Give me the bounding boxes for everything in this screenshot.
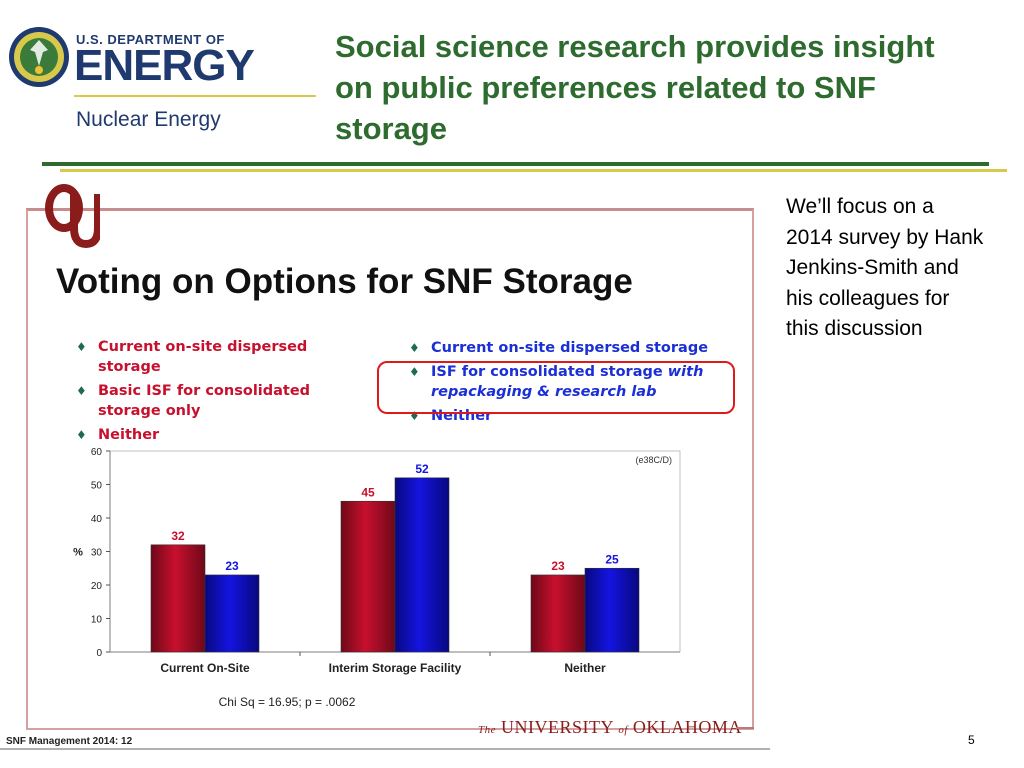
list-item: ♦ Current on-site dispersed storage [76,339,308,375]
data-label: 32 [171,529,185,543]
highlight-box [377,361,735,414]
left-option-list: ♦ Current on-site dispersed storage ♦ Basi… [72,337,322,449]
diamond-bullet-icon: ♦ [76,384,87,398]
chart-corner-label: (e38C/D) [635,455,672,465]
data-label: 25 [605,552,619,566]
panel-title: Voting on Options for SNF Storage [56,262,633,301]
y-axis-label: % [73,547,83,559]
bar [150,544,206,653]
diamond-bullet-icon: ♦ [409,365,420,379]
ou-footer-wordmark: The UNIVERSITY of OKLAHOMA [478,717,742,737]
doe-divider [74,95,316,97]
list-item: ♦ Basic ISF for consolidated storage only [76,383,311,419]
diamond-bullet-icon: ♦ [76,428,87,442]
doe-department-label: U.S. DEPARTMENT OF [76,32,225,47]
y-tick-label: 10 [91,615,103,626]
bar [584,567,640,653]
y-tick-label: 40 [91,514,103,525]
header-rule-green [42,162,989,166]
chart-footnote: Chi Sq = 16.95; p = .0062 [219,695,356,709]
x-tick-label: Neither [564,661,606,675]
y-tick-label: 0 [96,648,102,659]
page-number: 5 [968,733,975,747]
list-item: ♦ Current on-site dispersed storage [409,340,709,356]
ou-logo-icon [45,184,100,249]
y-tick-label: 60 [91,447,103,458]
y-tick-label: 50 [91,481,103,492]
data-label: 52 [415,462,429,476]
header-rule-gold [60,169,1007,172]
y-tick-label: 20 [91,581,103,592]
bar [340,500,396,653]
doe-energy-wordmark: ENERGY [74,41,255,90]
diamond-bullet-icon: ♦ [409,409,420,423]
data-label: 23 [551,559,565,573]
slide-title: Social science research provides insight… [335,29,935,146]
bar-chart: 0 10 20 30 40 50 60% (e38C/D) 32 23 Current On-Sit… [73,447,681,709]
list-item: ♦ Neither [76,427,160,443]
ou-footer-rule [736,727,754,729]
list-item: ♦ ISF for consolidated storage with repac… [409,364,704,400]
diamond-bullet-icon: ♦ [76,340,87,354]
diamond-bullet-icon: ♦ [409,341,420,355]
doe-office-label: Nuclear Energy [76,108,221,131]
data-label: 45 [361,485,375,499]
data-label: 23 [225,559,239,573]
side-note: We’ll focus on a 2014 survey by Hank Jen… [786,195,984,340]
bar [204,574,260,653]
x-tick-label: Current On-Site [160,661,250,675]
footer-divider [0,748,770,750]
source-note: SNF Management 2014: 12 [6,736,133,747]
x-tick-label: Interim Storage Facility [329,661,462,675]
y-tick-label: 30 [91,548,103,559]
doe-seal-icon [9,27,69,87]
bar [394,477,450,653]
bar [530,574,586,653]
